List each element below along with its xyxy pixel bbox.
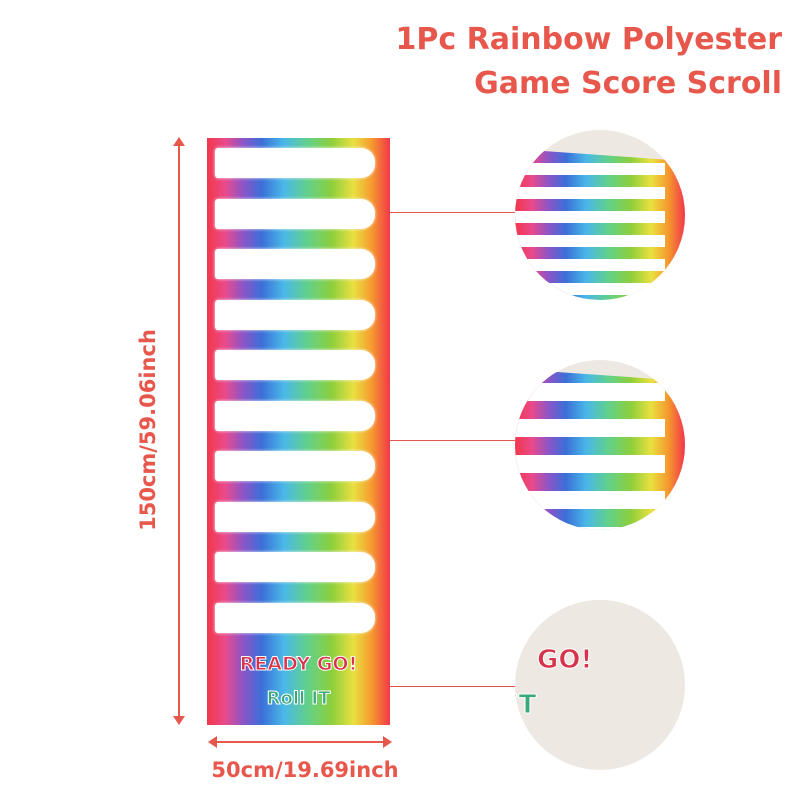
callout-line-bottom: [390, 686, 518, 687]
score-band-closeup: [515, 211, 665, 223]
score-band-closeup: [515, 527, 665, 530]
score-band-closeup: [515, 283, 665, 295]
rainbow-score-scroll: READY GO! Roll IT: [207, 138, 390, 725]
width-label: 50cm/19.69inch: [211, 758, 399, 782]
go-text-zoomed: GO!: [536, 645, 593, 676]
score-band-closeup: [515, 187, 665, 199]
callout-line-top: [390, 212, 518, 213]
width-dimension-line: [212, 741, 386, 743]
arrow-up-icon: [173, 137, 185, 146]
height-label: 150cm/59.06inch: [136, 329, 160, 531]
detail-circle-bottom: GO! IT: [515, 600, 685, 770]
title-line-2: Game Score Scroll: [474, 66, 782, 101]
score-band: [215, 552, 375, 582]
score-band: [215, 299, 375, 330]
score-band-closeup: [515, 383, 665, 401]
detail-circle-middle: [515, 360, 685, 530]
scroll-edge: [515, 600, 685, 638]
score-band: [215, 249, 375, 279]
height-dimension-line: [178, 140, 180, 722]
product-title: 1Pc Rainbow Polyester Game Score Scroll: [396, 18, 782, 106]
score-band: [215, 501, 375, 532]
title-line-1: 1Pc Rainbow Polyester: [395, 22, 782, 57]
score-band: [215, 198, 375, 229]
score-band: [215, 148, 375, 178]
score-band-closeup: [515, 455, 665, 473]
score-band: [215, 350, 375, 380]
score-band: [215, 400, 375, 431]
arrow-left-icon: [208, 736, 217, 748]
it-text-zoomed: IT: [515, 690, 537, 721]
score-band: [215, 451, 375, 481]
ready-go-text: READY GO!: [239, 653, 358, 676]
callout-line-middle: [390, 440, 518, 441]
arrow-right-icon: [383, 736, 392, 748]
score-band-closeup: [515, 491, 665, 509]
detail-circle-top: [515, 130, 685, 300]
roll-it-text: Roll IT: [266, 688, 331, 710]
score-band-closeup: [515, 419, 665, 437]
score-band-closeup: [515, 235, 665, 247]
arrow-down-icon: [173, 716, 185, 725]
score-band-closeup: [515, 163, 665, 175]
score-band: [215, 602, 375, 633]
score-band-closeup: [515, 259, 665, 271]
